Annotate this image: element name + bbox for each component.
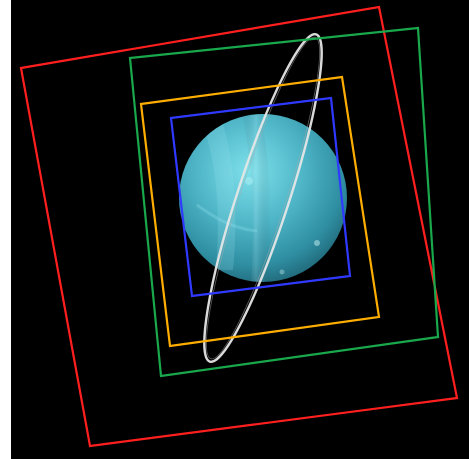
orange-frame xyxy=(139,75,381,348)
blue-frame xyxy=(169,96,352,298)
planet-uranus xyxy=(179,114,347,282)
planet-cloud-streak xyxy=(196,203,258,233)
planet-band-left xyxy=(201,118,236,270)
planet-ring xyxy=(203,33,323,363)
red-frame xyxy=(19,5,459,448)
planet-band-center xyxy=(241,114,271,282)
green-frame xyxy=(128,26,440,378)
planet-spot-1 xyxy=(245,177,253,185)
uranus-illustration xyxy=(11,0,469,459)
planet-spot-3 xyxy=(279,269,285,275)
uranus-photo xyxy=(11,0,469,459)
planet-spot-2 xyxy=(314,240,320,246)
